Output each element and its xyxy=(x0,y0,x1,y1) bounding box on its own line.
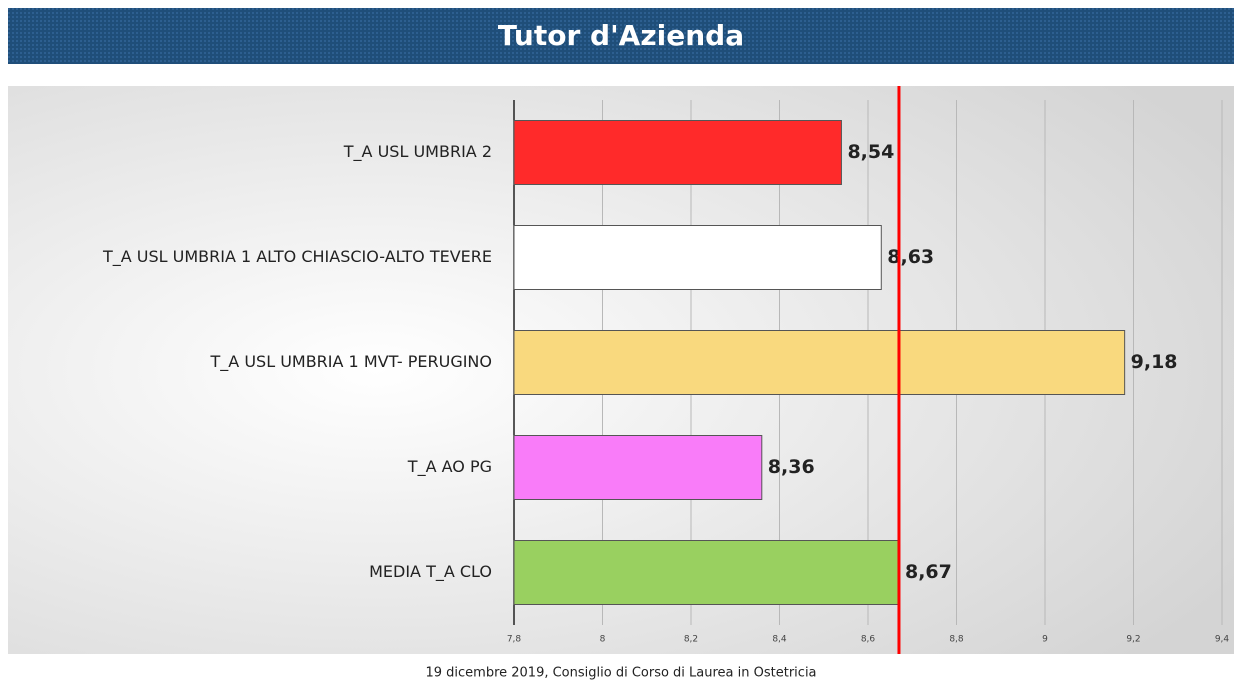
y-tick-label: T_A USL UMBRIA 1 MVT- PERUGINO xyxy=(210,352,492,372)
value-label: 8,63 xyxy=(887,246,934,268)
bar xyxy=(513,330,1126,395)
value-label: 9,18 xyxy=(1131,351,1178,373)
bar xyxy=(513,540,900,605)
x-tick-label: 8 xyxy=(600,635,606,645)
x-tick-label: 8,2 xyxy=(684,635,698,645)
value-label: 8,67 xyxy=(905,561,952,583)
title-banner xyxy=(8,8,1234,64)
x-tick-label: 9,4 xyxy=(1215,635,1230,645)
bar xyxy=(513,120,842,185)
bar xyxy=(513,225,882,290)
y-tick-label: MEDIA T_A CLO xyxy=(369,562,492,582)
y-tick-label: T_A USL UMBRIA 1 ALTO CHIASCIO-ALTO TEVE… xyxy=(102,247,492,267)
x-tick-label: 9,2 xyxy=(1126,635,1140,645)
y-tick-label: T_A AO PG xyxy=(407,457,492,477)
footer: 19 dicembre 2019, Consiglio di Corso di … xyxy=(425,666,816,681)
x-tick-label: 8,6 xyxy=(861,635,876,645)
x-tick-label: 7,8 xyxy=(507,635,522,645)
x-tick-label: 8,8 xyxy=(949,635,964,645)
x-tick-label: 9 xyxy=(1042,635,1048,645)
chart-title: Tutor d'Azienda xyxy=(498,19,744,52)
value-label: 8,36 xyxy=(768,456,815,478)
value-label: 8,54 xyxy=(847,141,894,163)
y-tick-label: T_A USL UMBRIA 2 xyxy=(343,142,492,162)
bar xyxy=(513,435,763,500)
x-tick-label: 8,4 xyxy=(772,635,787,645)
